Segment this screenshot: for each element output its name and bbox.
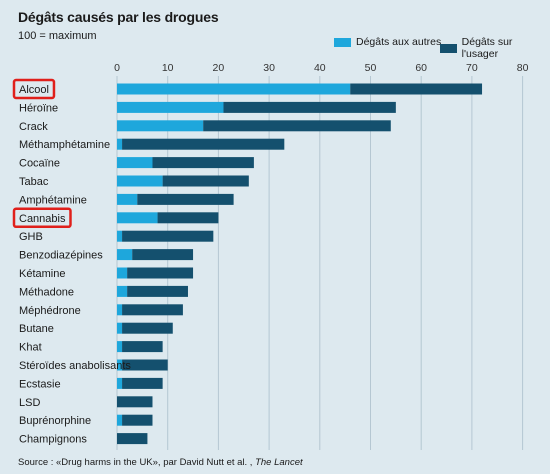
category-label: Benzodiazépines bbox=[19, 250, 103, 262]
bar-segment-others bbox=[117, 138, 123, 150]
bar-segment-others bbox=[117, 101, 224, 113]
bar-segment-others bbox=[117, 285, 128, 297]
legend-swatch-user bbox=[440, 43, 457, 53]
category-label: Cocaïne bbox=[19, 158, 60, 170]
category-label: Méthadone bbox=[19, 286, 74, 298]
bar-segment-user bbox=[157, 212, 219, 224]
category-label: Buprénorphine bbox=[19, 415, 91, 427]
bar-segment-user bbox=[137, 193, 234, 205]
bar-segment-user bbox=[122, 359, 168, 371]
x-tick-label: 10 bbox=[162, 62, 174, 74]
bar-segment-user bbox=[132, 249, 194, 261]
x-tick-label: 40 bbox=[314, 62, 326, 74]
category-label: Khat bbox=[19, 342, 42, 354]
bar-segment-others bbox=[117, 377, 123, 389]
bar-segment-others bbox=[117, 414, 123, 426]
bar-segment-user bbox=[122, 322, 173, 334]
category-label: Butane bbox=[19, 323, 54, 335]
x-tick-label: 50 bbox=[365, 62, 377, 74]
bar-segment-user bbox=[162, 175, 249, 187]
bar-segment-user bbox=[122, 341, 163, 353]
highlight-box bbox=[12, 78, 56, 100]
category-label: Héroïne bbox=[19, 102, 58, 114]
bar-segment-others bbox=[117, 157, 153, 169]
bar-segment-user bbox=[350, 83, 483, 95]
chart-title: Dégâts causés par les drogues bbox=[18, 9, 219, 25]
bar-segment-user bbox=[117, 433, 148, 445]
source-journal: The Lancet bbox=[255, 457, 303, 468]
legend-swatch-others bbox=[334, 37, 351, 47]
bar-segment-others bbox=[117, 175, 163, 187]
bar-segment-others bbox=[117, 267, 128, 279]
x-tick-label: 70 bbox=[466, 62, 478, 74]
category-label: Amphétamine bbox=[19, 194, 87, 206]
bar-segment-user bbox=[127, 285, 188, 297]
category-label: GHB bbox=[19, 231, 43, 243]
legend-item-others: Dégâts aux autres bbox=[334, 36, 441, 48]
x-tick-label: 80 bbox=[517, 62, 529, 74]
category-label: Stéroïdes anabolisants bbox=[19, 360, 131, 372]
bar-segment-others bbox=[117, 249, 133, 261]
legend-label-others: Dégâts aux autres bbox=[356, 36, 442, 48]
bar-segment-user bbox=[122, 138, 285, 150]
category-label: Méphédrone bbox=[19, 305, 81, 317]
legend-item-user: Dégâts sur l'usager bbox=[440, 36, 550, 60]
highlight-box bbox=[12, 207, 72, 229]
bar-segment-others bbox=[117, 304, 123, 316]
x-tick-label: 30 bbox=[263, 62, 275, 74]
bar-segment-user bbox=[127, 267, 194, 279]
category-label: Alcool bbox=[19, 84, 49, 96]
category-label: Ecstasie bbox=[19, 378, 61, 390]
chart-subtitle: 100 = maximum bbox=[18, 30, 97, 42]
category-label: LSD bbox=[19, 397, 40, 409]
bar-segment-user bbox=[122, 230, 214, 242]
bar-segment-others bbox=[117, 359, 123, 371]
bar-segment-others bbox=[117, 120, 204, 132]
bar-segment-others bbox=[117, 230, 123, 242]
bar-segment-user bbox=[117, 396, 153, 408]
bar-segment-others bbox=[117, 322, 123, 334]
category-label: Tabac bbox=[19, 176, 49, 188]
source-note: Source : «Drug harms in the UK», par Dav… bbox=[18, 457, 303, 468]
x-tick-label: 20 bbox=[213, 62, 225, 74]
x-tick-label: 60 bbox=[415, 62, 427, 74]
category-label: Kétamine bbox=[19, 268, 65, 280]
bar-segment-others bbox=[117, 212, 158, 224]
bar-segment-user bbox=[203, 120, 391, 132]
category-label: Champignons bbox=[19, 434, 87, 446]
bar-segment-others bbox=[117, 341, 123, 353]
bar-segment-others bbox=[117, 83, 351, 95]
source-text: Source : «Drug harms in the UK», par Dav… bbox=[18, 457, 253, 468]
legend-label-user: Dégâts sur l'usager bbox=[461, 36, 513, 60]
category-label: Méthamphétamine bbox=[19, 139, 110, 151]
bar-segment-user bbox=[152, 157, 254, 169]
bar-segment-user bbox=[122, 304, 183, 316]
category-label: Crack bbox=[19, 121, 48, 133]
x-tick-label: 0 bbox=[114, 62, 120, 74]
bar-segment-user bbox=[122, 414, 153, 426]
bar-segment-user bbox=[223, 101, 396, 113]
bar-segment-others bbox=[117, 193, 138, 205]
bar-segment-user bbox=[122, 377, 163, 389]
category-label: Cannabis bbox=[19, 213, 66, 225]
